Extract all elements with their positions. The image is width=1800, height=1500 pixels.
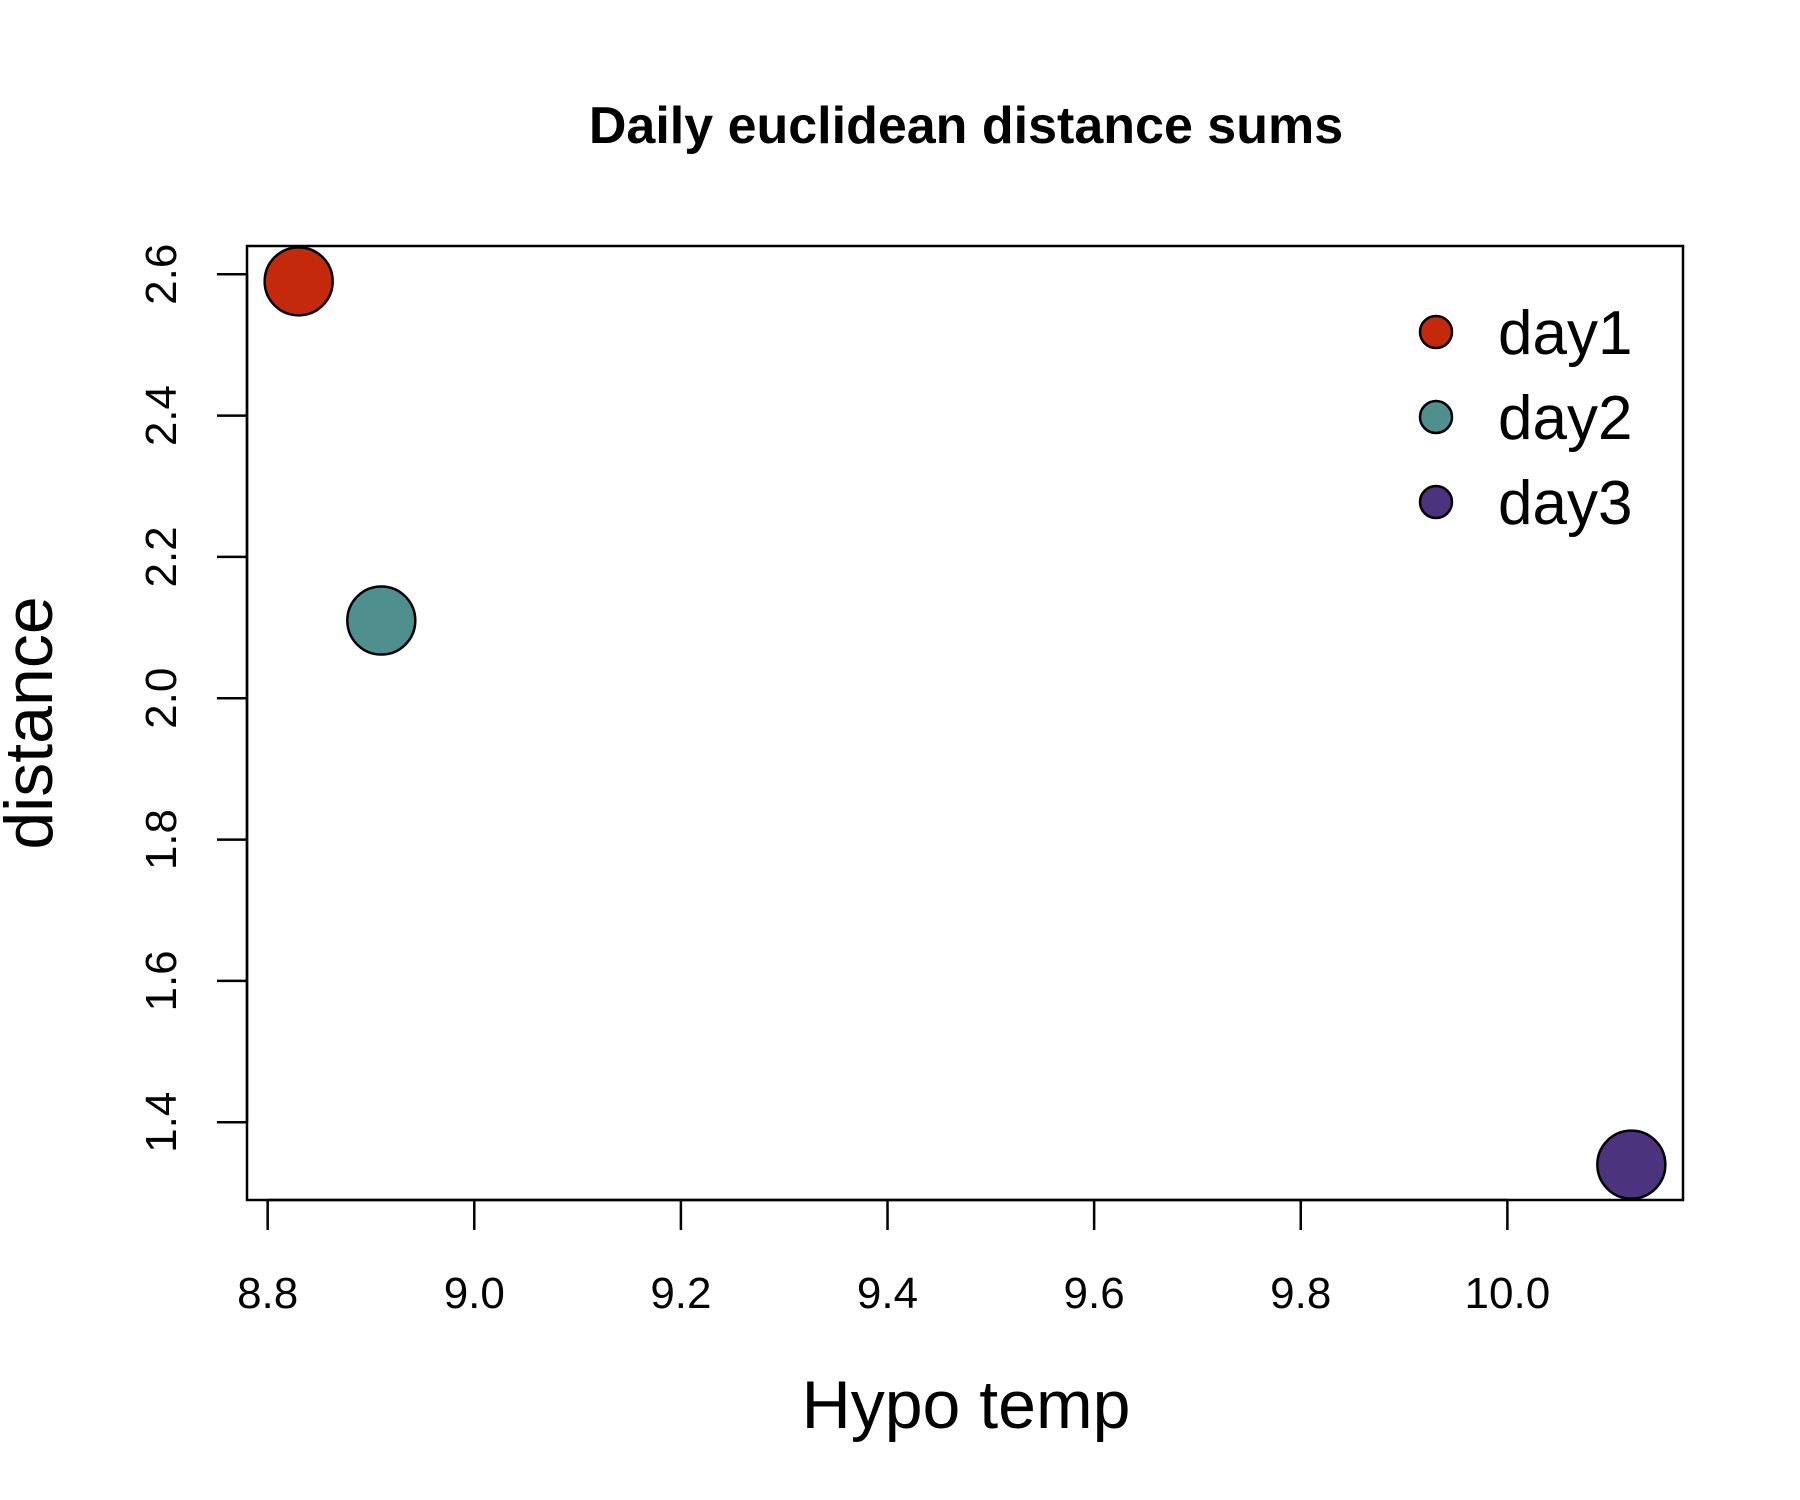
legend-marker-day3	[1418, 484, 1454, 520]
chart-title: Daily euclidean distance sums	[589, 97, 1343, 155]
x-tick-label: 9.4	[857, 1269, 918, 1318]
x-tick-label: 10.0	[1465, 1269, 1551, 1318]
data-point-day3	[1596, 1129, 1667, 1200]
y-tick-label: 1.8	[137, 809, 186, 870]
y-tick-label: 1.4	[137, 1092, 186, 1153]
data-points	[263, 246, 1667, 1200]
x-tick-label: 9.8	[1270, 1269, 1331, 1318]
x-tick-label: 9.0	[444, 1269, 505, 1318]
legend-label-day2: day2	[1498, 384, 1632, 453]
y-tick-label: 2.2	[137, 526, 186, 587]
x-tick-label: 9.2	[650, 1269, 711, 1318]
legend: day1 day2 day3	[1418, 299, 1632, 538]
legend-marker-day2	[1418, 399, 1454, 435]
y-axis: 1.4 1.6 1.8 2.0 2.2 2.4 2.6	[137, 244, 249, 1153]
x-tick-label: 9.6	[1064, 1269, 1125, 1318]
legend-label-day3: day3	[1498, 469, 1632, 538]
y-tick-label: 1.6	[137, 950, 186, 1011]
data-point-day1	[263, 246, 334, 317]
plot-frame	[245, 244, 1685, 1202]
legend-label-day1: day1	[1498, 299, 1632, 368]
x-tick-label: 8.8	[237, 1269, 298, 1318]
y-axis-title: distance	[0, 596, 67, 849]
x-axis: 8.8 9.0 9.2 9.4 9.6 9.8 10.0	[237, 1198, 1551, 1318]
x-axis-title: Hypo temp	[802, 1367, 1131, 1443]
data-point-day2	[346, 585, 417, 656]
legend-marker-day1	[1418, 314, 1454, 350]
y-tick-label: 2.6	[137, 244, 186, 305]
y-tick-label: 2.4	[137, 385, 186, 446]
y-tick-label: 2.0	[137, 668, 186, 729]
